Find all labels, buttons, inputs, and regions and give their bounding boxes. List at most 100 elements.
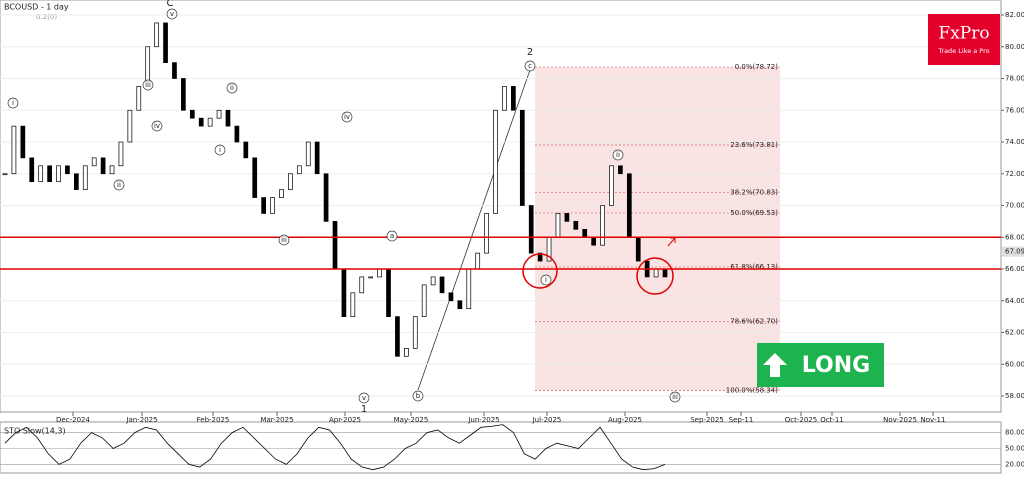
candle [519, 109, 525, 206]
wave-label: v [170, 10, 174, 18]
x-tick-label: Apr-2025 [329, 416, 361, 424]
wave-label: i [219, 146, 221, 154]
candle [404, 348, 409, 357]
x-tick-label: Nov-11 [921, 416, 946, 424]
wave-circle [7, 97, 19, 109]
candle [484, 213, 489, 254]
candle [350, 292, 356, 317]
chart-title: BCOUSD - 1 day [4, 3, 69, 12]
x-tick-label: Feb-2025 [197, 416, 230, 424]
wave-circle [151, 120, 163, 132]
wave-line [417, 69, 531, 391]
fib-zone [535, 67, 780, 391]
candle [56, 165, 61, 183]
candle [448, 292, 454, 302]
candle [296, 165, 302, 175]
candle [626, 173, 632, 238]
candle [91, 157, 97, 167]
candle [189, 109, 195, 119]
wave-circle [142, 79, 154, 91]
x-tick-label: Mar-2025 [260, 416, 293, 424]
candle [466, 268, 472, 310]
wave-label: iv [344, 113, 350, 121]
candle [537, 252, 543, 262]
y-tick-label: 60.00 [1005, 360, 1024, 368]
wave-label: c [528, 62, 532, 70]
candle [136, 86, 142, 111]
stochastic-line [4, 424, 666, 471]
last-price-box [1002, 246, 1024, 257]
candle [591, 236, 596, 246]
wave-circle [214, 144, 226, 156]
candle [109, 165, 115, 175]
y-tick-label: 64.00 [1005, 297, 1024, 305]
candle [635, 236, 641, 262]
wave-circle [412, 390, 424, 402]
candle [29, 157, 35, 183]
wave-circle [524, 60, 536, 72]
candle [74, 173, 79, 190]
wave-label: C [167, 0, 174, 9]
up-arrow [763, 353, 787, 377]
wave-circle [386, 230, 398, 242]
wave-label: iv [154, 122, 160, 130]
wave-circle [226, 82, 238, 94]
candle [528, 205, 534, 254]
wave-label: b [416, 392, 421, 400]
indicator-tick-label: 80.00 [1005, 429, 1024, 437]
wave-circle [341, 111, 353, 123]
candle [163, 22, 168, 63]
candle [457, 300, 463, 310]
fib-label: 0.0%(78.72) [735, 63, 779, 71]
candle [2, 173, 8, 176]
candle [100, 157, 106, 175]
wave-circle [278, 234, 290, 246]
candle [421, 284, 427, 317]
candle [377, 268, 382, 278]
wave-label: iii [281, 236, 287, 244]
candle [270, 197, 275, 214]
x-tick-label: Nov-2025 [883, 416, 917, 424]
y-tick-label: 82.00 [1005, 11, 1024, 19]
x-tick-label: Sep-2025 [690, 416, 724, 424]
candle [172, 62, 177, 79]
candle [127, 109, 133, 143]
wave-label: i [12, 99, 14, 107]
last-price-label: 67.09 [1005, 248, 1024, 256]
candle [511, 86, 516, 111]
indicator-tick-label: 50.00 [1005, 445, 1024, 453]
candle [386, 268, 391, 317]
candle [332, 221, 338, 270]
x-tick-label: Aug-2025 [608, 416, 642, 424]
fib-label: 23.6%(73.81) [730, 141, 778, 149]
candle [493, 109, 498, 214]
highlight-circle [522, 253, 558, 289]
y-tick-label: 72.00 [1005, 170, 1024, 178]
subtitle: 0.2(0) [36, 13, 57, 21]
logo [928, 14, 1000, 65]
candle [252, 157, 258, 198]
candle [225, 109, 231, 127]
brand: FxPro [938, 24, 989, 44]
candle [314, 141, 320, 175]
x-tick-label: May-2025 [394, 416, 429, 424]
candle [243, 141, 249, 159]
wave-circle [669, 391, 681, 403]
wave-label: ii [616, 151, 620, 159]
candle [181, 78, 186, 111]
x-tick-label: Sep-11 [729, 416, 754, 424]
x-tick-label: Oct-2025 [785, 416, 817, 424]
candle [261, 197, 266, 214]
wave-circle [113, 179, 125, 191]
y-tick-label: 68.00 [1005, 233, 1024, 241]
x-tick-label: Jan-2025 [125, 416, 157, 424]
y-tick-label: 70.00 [1005, 202, 1024, 210]
wave-label: ii [117, 181, 121, 189]
wave-label: a [390, 232, 394, 240]
candle [618, 165, 623, 175]
candle [198, 117, 204, 127]
wave-label: 2 [527, 47, 533, 58]
fib-label: 61.8%(66.13) [730, 263, 778, 271]
